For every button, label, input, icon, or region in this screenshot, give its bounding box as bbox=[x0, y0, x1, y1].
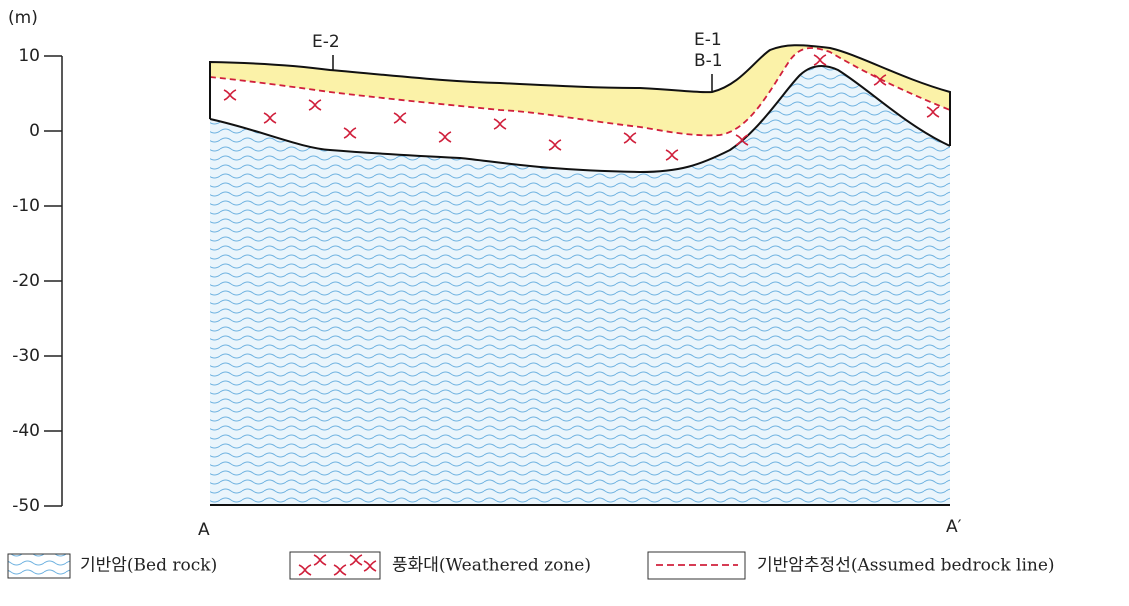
tick-label: -30 bbox=[12, 346, 40, 366]
section-end: A′ bbox=[946, 517, 962, 537]
cross-section: (m) 100-10-20-30-40-50 E-2 E-1 B-1 A A′ … bbox=[0, 0, 1129, 606]
tick-label: 0 bbox=[29, 121, 40, 141]
axis-unit: (m) bbox=[8, 8, 38, 28]
tick-label: -20 bbox=[12, 271, 40, 291]
tick-label: 10 bbox=[18, 46, 40, 66]
tick-label: -50 bbox=[12, 496, 40, 516]
legend-label: 기반암추정선(Assumed bedrock line) bbox=[757, 556, 1055, 576]
section-start: A bbox=[198, 520, 210, 540]
borehole-label: E-1 bbox=[694, 30, 722, 50]
tick-label: -10 bbox=[12, 196, 40, 216]
axis-ticks: 10 0 -10 -20 -30 -40 -50 bbox=[12, 46, 62, 516]
page: (m) 100-10-20-30-40-50 E-2 E-1 B-1 A A′ … bbox=[0, 0, 1129, 606]
borehole-label: B-1 bbox=[694, 51, 723, 71]
borehole-label: E-2 bbox=[312, 32, 340, 52]
legend-label: 기반암(Bed rock) bbox=[80, 556, 217, 576]
bedrock-pattern bbox=[210, 66, 950, 505]
tick-label: -40 bbox=[12, 421, 40, 441]
legend-swatch bbox=[8, 554, 70, 578]
legend-label: 풍화대(Weathered zone) bbox=[392, 556, 591, 576]
